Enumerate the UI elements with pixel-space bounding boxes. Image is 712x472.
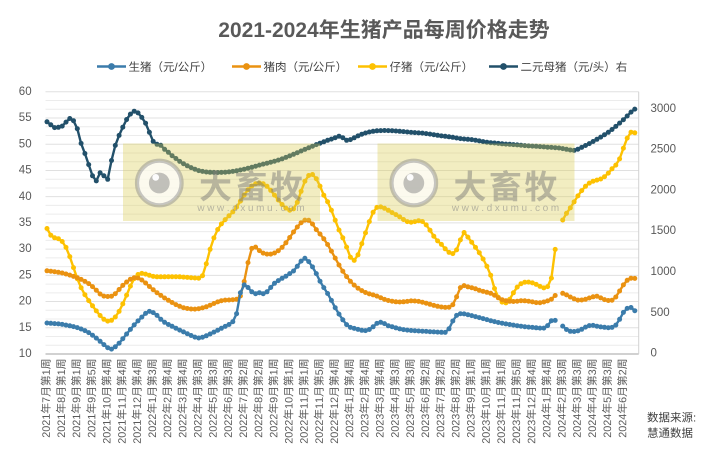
svg-text:60: 60 <box>19 86 32 98</box>
svg-text:2000: 2000 <box>651 185 677 197</box>
svg-text:0: 0 <box>651 348 657 360</box>
svg-text:20: 20 <box>19 296 32 308</box>
svg-text:35: 35 <box>19 217 32 229</box>
svg-text:45: 45 <box>19 165 32 177</box>
svg-text:50: 50 <box>19 138 32 150</box>
svg-text:10: 10 <box>19 348 32 360</box>
svg-text:1500: 1500 <box>651 225 677 237</box>
svg-text:55: 55 <box>19 112 32 124</box>
svg-text:3000: 3000 <box>651 103 677 115</box>
svg-text:30: 30 <box>19 243 32 255</box>
svg-text:15: 15 <box>19 322 32 334</box>
svg-text:1000: 1000 <box>651 266 677 278</box>
svg-text:500: 500 <box>651 307 670 319</box>
svg-text:40: 40 <box>19 191 32 203</box>
svg-text:25: 25 <box>19 269 32 281</box>
svg-text:2500: 2500 <box>651 144 677 156</box>
